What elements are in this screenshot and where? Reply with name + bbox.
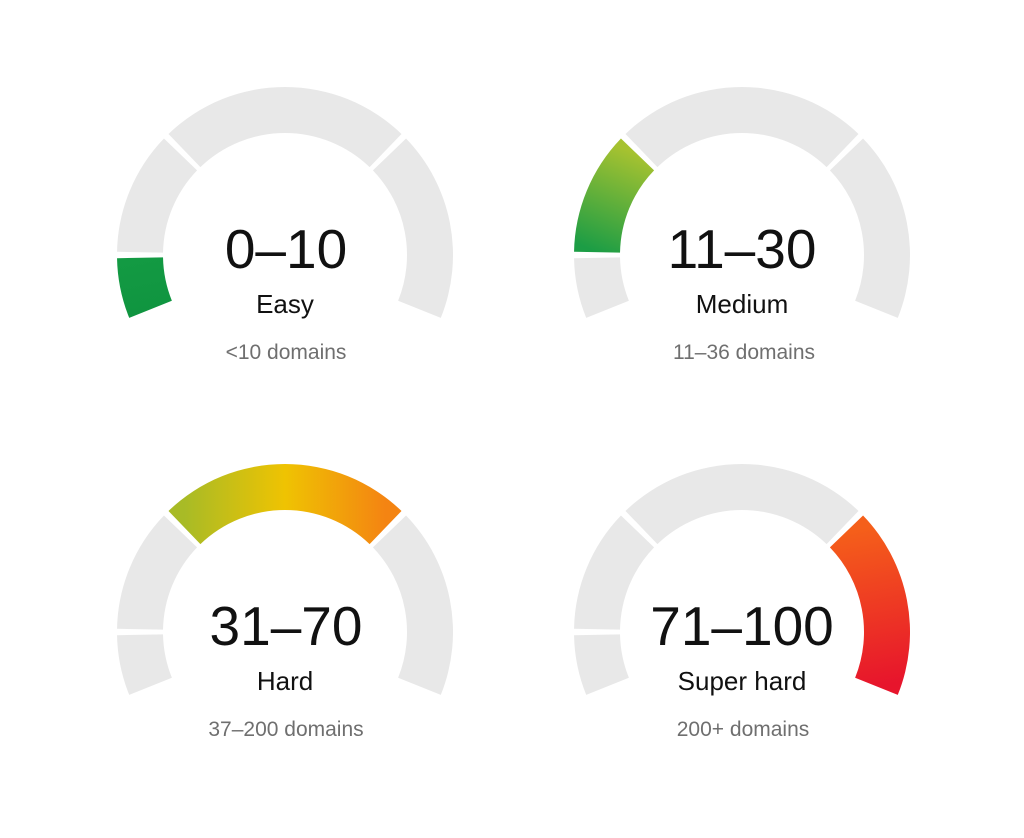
gauge-segment-hard	[625, 87, 859, 168]
gauge-difficulty-label: Super hard	[678, 666, 807, 696]
gauge-range-value: 71–100	[650, 595, 834, 657]
gauge-segment-easy-active	[117, 257, 172, 318]
gauge-domains-requirement: 11–36 domains	[673, 341, 815, 364]
gauge-segment-easy	[117, 634, 172, 695]
gauge-difficulty-label: Medium	[696, 289, 788, 319]
gauge-segment-easy	[574, 634, 629, 695]
gauge-segment-hard-active	[168, 464, 402, 545]
gauge-medium: 11–30 Medium 11–36 domains	[574, 87, 910, 364]
gauge-difficulty-label: Hard	[257, 666, 313, 696]
gauge-range-value: 0–10	[225, 218, 347, 280]
gauge-range-value: 31–70	[210, 595, 363, 657]
gauge-segment-hard	[625, 464, 859, 545]
gauge-segment-super-hard	[829, 138, 910, 318]
gauge-segment-medium	[574, 515, 655, 630]
gauge-domains-requirement: <10 domains	[226, 341, 347, 364]
gauge-segment-super-hard	[372, 138, 453, 318]
gauge-segment-super-hard	[372, 515, 453, 695]
gauge-domains-requirement: 37–200 domains	[208, 718, 363, 741]
gauge-segment-medium	[117, 515, 198, 630]
gauge-segment-super-hard-active	[829, 515, 910, 695]
gauge-difficulty-label: Easy	[256, 289, 314, 319]
gauge-hard: 31–70 Hard 37–200 domains	[117, 464, 453, 741]
gauge-segment-hard	[168, 87, 402, 168]
gauge-range-value: 11–30	[668, 218, 817, 280]
gauge-super-hard: 71–100 Super hard 200+ domains	[574, 464, 910, 741]
gauge-segment-easy	[574, 257, 629, 318]
gauge-easy: 0–10 Easy <10 domains	[117, 87, 453, 364]
gauge-domains-requirement: 200+ domains	[677, 718, 810, 741]
gauge-segment-medium	[117, 138, 198, 253]
gauge-segment-medium-active	[574, 138, 655, 253]
